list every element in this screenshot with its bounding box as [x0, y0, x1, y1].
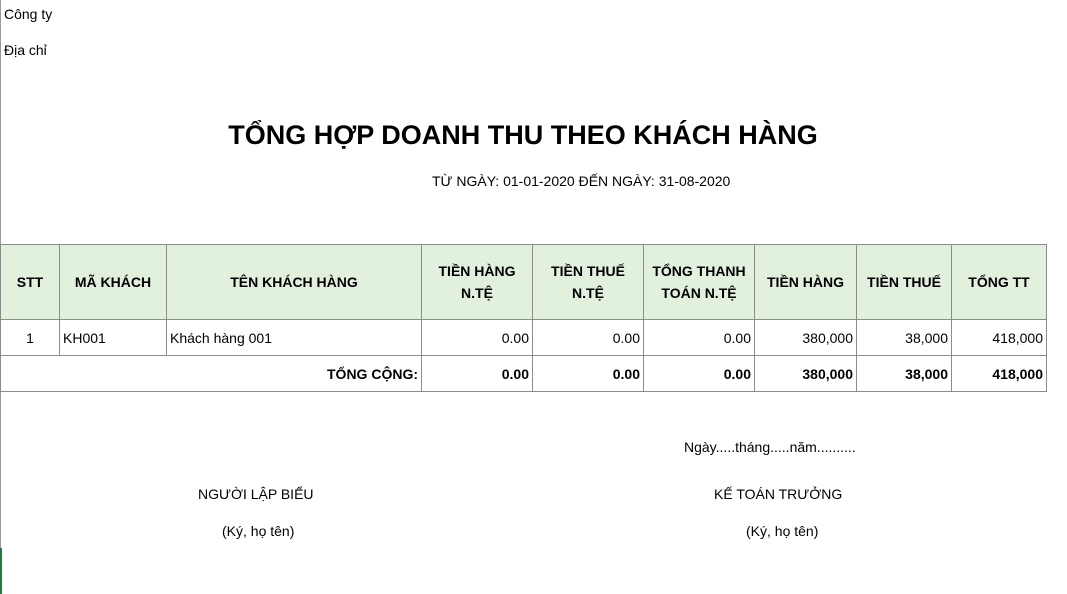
cell-total-fc: 0.00 — [643, 319, 755, 356]
col-customer-name: TÊN KHÁCH HÀNG — [166, 244, 422, 320]
cell-goods-fc: 0.00 — [421, 319, 533, 356]
preparer-note: (Ký, họ tên) — [222, 523, 295, 539]
col-goods-fc: TIỀN HÀNG N.TỆ — [421, 244, 533, 320]
report-title: TỔNG HỢP DOANH THU THEO KHÁCH HÀNG — [228, 120, 818, 150]
total-tax: 38,000 — [856, 355, 952, 392]
date-line: Ngày.....tháng.....năm.......... — [684, 439, 856, 455]
cell-goods: 380,000 — [754, 319, 857, 356]
revenue-table: STT MÃ KHÁCH TÊN KHÁCH HÀNG TIỀN HÀNG N.… — [0, 244, 1047, 392]
col-goods: TIỀN HÀNG — [754, 244, 857, 320]
col-total-fc: TỔNG THANH TOÁN N.TỆ — [643, 244, 755, 320]
chief-accountant-note: (Ký, họ tên) — [746, 523, 819, 539]
cell-tax: 38,000 — [856, 319, 952, 356]
sheet-edge-marker — [0, 548, 2, 594]
total-label: TỔNG CỘNG: — [0, 355, 422, 392]
preparer-title: NGƯỜI LẬP BIỂU — [198, 486, 314, 502]
cell-total: 418,000 — [951, 319, 1047, 356]
cell-customer-code: KH001 — [59, 319, 167, 356]
header-row: STT MÃ KHÁCH TÊN KHÁCH HÀNG TIỀN HÀNG N.… — [0, 244, 1047, 320]
total-goods: 380,000 — [754, 355, 857, 392]
col-stt: STT — [0, 244, 60, 320]
cell-tax-fc: 0.00 — [532, 319, 644, 356]
table-row: 1 KH001 Khách hàng 001 0.00 0.00 0.00 38… — [0, 319, 1047, 356]
company-label: Công ty — [4, 6, 53, 22]
col-tax: TIỀN THUẾ — [856, 244, 952, 320]
col-customer-code: MÃ KHÁCH — [59, 244, 167, 320]
address-label: Địa chỉ — [4, 42, 47, 58]
date-range: TỪ NGÀY: 01-01-2020 ĐẾN NGÀY: 31-08-2020 — [432, 173, 731, 189]
chief-accountant-title: KẾ TOÁN TRƯỞNG — [714, 486, 843, 502]
total-row: TỔNG CỘNG: 0.00 0.00 0.00 380,000 38,000… — [0, 355, 1047, 392]
cell-stt: 1 — [0, 319, 60, 356]
total-total-fc: 0.00 — [643, 355, 755, 392]
total-goods-fc: 0.00 — [421, 355, 533, 392]
total-tax-fc: 0.00 — [532, 355, 644, 392]
col-total: TỔNG TT — [951, 244, 1047, 320]
col-tax-fc: TIỀN THUẾ N.TỆ — [532, 244, 644, 320]
cell-customer-name: Khách hàng 001 — [166, 319, 422, 356]
total-total: 418,000 — [951, 355, 1047, 392]
